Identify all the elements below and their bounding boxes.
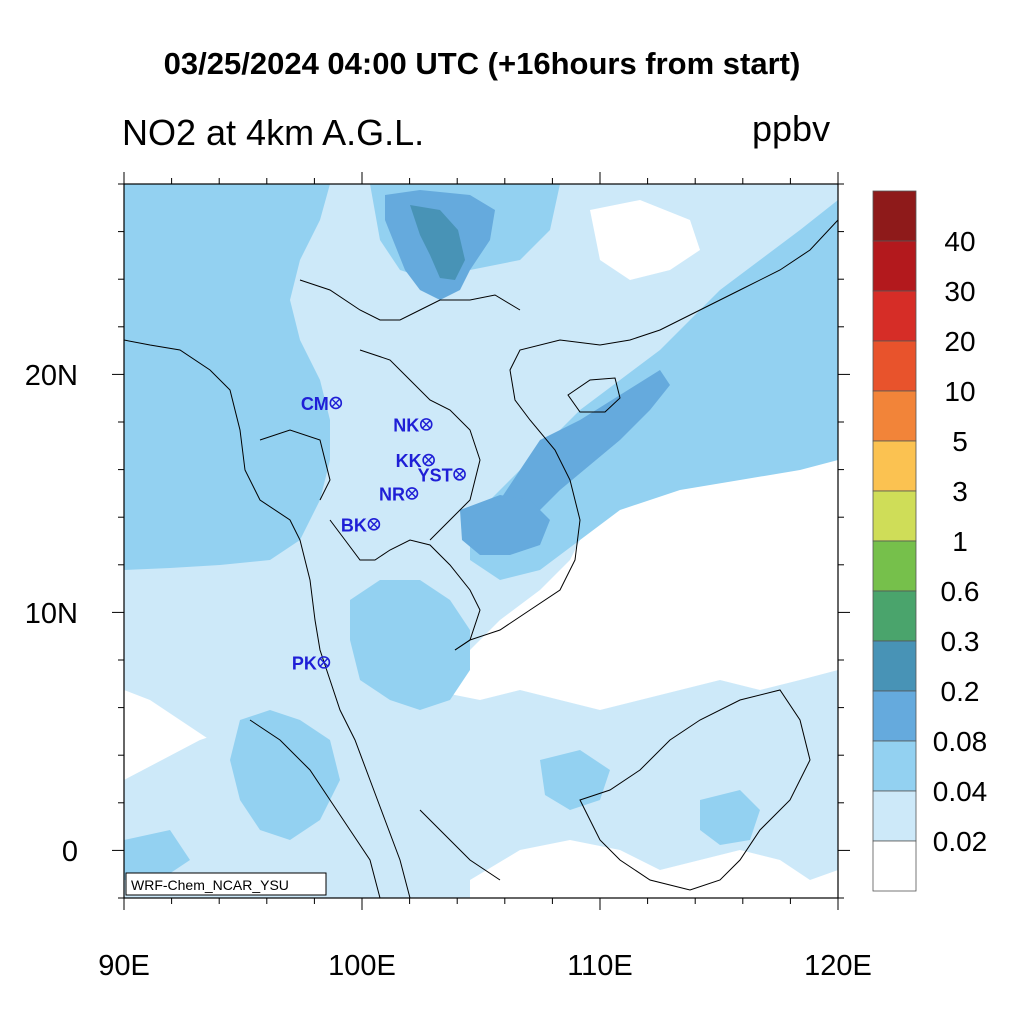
colorbar-label: 0.02 xyxy=(933,826,988,857)
colorbar-label: 10 xyxy=(944,376,975,407)
colorbar-swatch xyxy=(872,640,917,692)
x-tick-label: 120E xyxy=(804,950,872,982)
station-label: CM xyxy=(301,394,329,414)
station-label: YST xyxy=(418,465,453,485)
y-tick-label: 10N xyxy=(25,598,78,630)
x-tick-label: 110E xyxy=(567,950,633,982)
station-cross-icon xyxy=(424,455,434,465)
station-cross-icon xyxy=(407,489,417,498)
map-frame xyxy=(112,172,850,910)
colorbar-label: 30 xyxy=(944,276,975,307)
colorbar-label: 3 xyxy=(952,476,968,507)
colorbar-label: 1 xyxy=(952,526,968,557)
variable-title: NO2 at 4km A.G.L. xyxy=(122,112,425,153)
colorbar-label: 20 xyxy=(944,326,975,357)
colorbar-swatch xyxy=(872,240,917,292)
station-cross-icon xyxy=(319,657,329,667)
colorbar-swatch xyxy=(872,790,917,842)
colorbar-label: 0.04 xyxy=(933,776,988,807)
station-cross-icon xyxy=(421,419,431,429)
colorbar-label: 0.08 xyxy=(933,726,988,757)
coastlines xyxy=(124,219,838,898)
y-tick-label: 20N xyxy=(25,360,78,392)
colorbar-swatch xyxy=(872,290,917,342)
station-marker-icon xyxy=(317,656,331,669)
y-tick-label: 0 xyxy=(62,836,78,868)
colorbar-label: 0.6 xyxy=(941,576,980,607)
colorbar-swatch xyxy=(872,490,917,542)
station-marker-icon xyxy=(329,396,343,410)
colorbar-swatch xyxy=(872,840,917,892)
map-title: 03/25/2024 04:00 UTC (+16hours from star… xyxy=(163,46,801,81)
colorbar-swatch xyxy=(872,340,917,392)
station-marker-icon xyxy=(453,468,466,481)
station-marker-icon xyxy=(405,487,419,500)
station-cross-icon xyxy=(331,398,341,408)
colorbar-swatch xyxy=(872,590,917,642)
colorbar-swatch xyxy=(872,440,917,492)
x-tick-label: 100E xyxy=(328,950,396,982)
no2-field xyxy=(124,184,838,898)
station-label: NK xyxy=(393,415,419,435)
station-cross-icon xyxy=(369,519,379,529)
watermark: WRF-Chem_NCAR_YSU xyxy=(125,872,327,896)
watermark-text: WRF-Chem_NCAR_YSU xyxy=(131,877,289,893)
colorbar-label: 0.2 xyxy=(941,676,980,707)
colorbar-swatch xyxy=(872,540,917,592)
station-cross-icon xyxy=(455,469,464,479)
units-label: ppbv xyxy=(752,108,831,149)
station-label: PK xyxy=(292,653,317,673)
colorbar-label: 40 xyxy=(944,226,975,257)
colorbar-swatch xyxy=(872,740,917,792)
station-marker-icon xyxy=(367,518,381,531)
station-label: NR xyxy=(379,484,405,504)
station-label: KK xyxy=(396,451,422,471)
station-marker-icon xyxy=(419,418,433,431)
colorbar-swatch xyxy=(872,190,917,242)
station-label: BK xyxy=(341,515,367,535)
x-tick-label: 90E xyxy=(98,950,150,982)
colorbar-label: 5 xyxy=(952,426,968,457)
colorbar-swatch xyxy=(872,390,917,442)
colorbar-label: 0.3 xyxy=(941,626,980,657)
colorbar-swatch xyxy=(872,690,917,742)
colorbar: 40 30 20 10 5 3 1 0.6 0.3 0.2 0.08 0.04 0.02 xyxy=(872,190,988,892)
station-marker-icon xyxy=(422,453,435,467)
